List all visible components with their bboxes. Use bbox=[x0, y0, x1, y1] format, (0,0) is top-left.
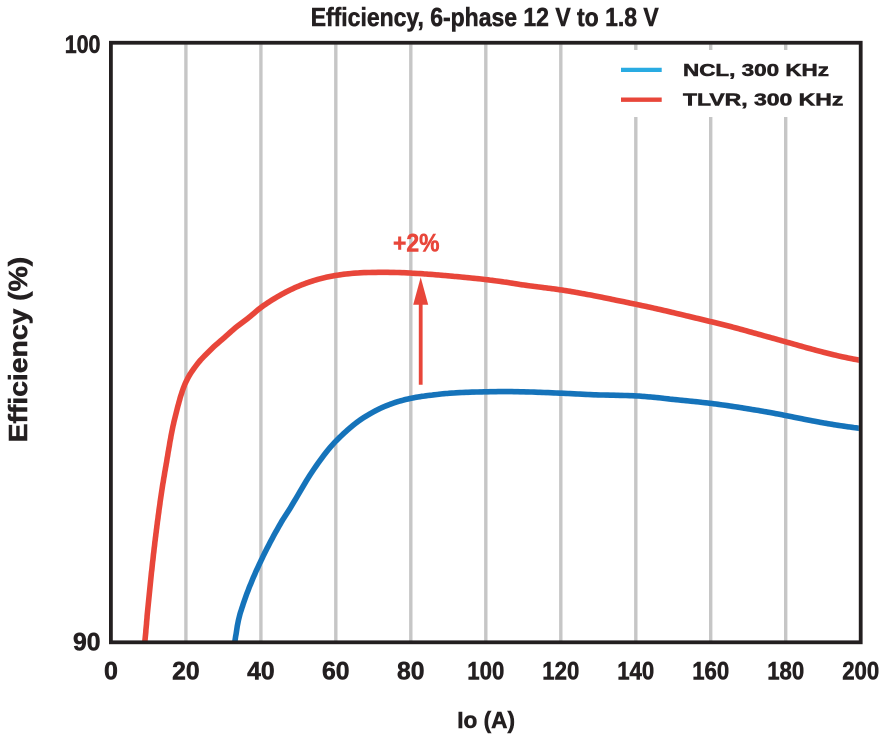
svg-text:200: 200 bbox=[842, 657, 879, 685]
svg-text:90: 90 bbox=[73, 629, 101, 657]
svg-text:Efficiency, 6-phase 12 V to 1.: Efficiency, 6-phase 12 V to 1.8 V bbox=[311, 2, 660, 32]
svg-text:Efficiency (%): Efficiency (%) bbox=[3, 257, 33, 443]
svg-text:120: 120 bbox=[542, 657, 579, 685]
svg-text:180: 180 bbox=[767, 657, 804, 685]
svg-text:40: 40 bbox=[247, 657, 275, 685]
svg-text:100: 100 bbox=[467, 657, 504, 685]
svg-text:60: 60 bbox=[322, 657, 350, 685]
svg-text:TLVR, 300 KHz: TLVR, 300 KHz bbox=[683, 90, 844, 110]
svg-text:0: 0 bbox=[104, 657, 118, 685]
svg-text:140: 140 bbox=[617, 657, 654, 685]
svg-text:80: 80 bbox=[397, 657, 425, 685]
svg-text:NCL, 300 KHz: NCL, 300 KHz bbox=[683, 60, 829, 80]
svg-text:20: 20 bbox=[172, 657, 200, 685]
svg-text:Io (A): Io (A) bbox=[457, 707, 515, 733]
svg-text:160: 160 bbox=[692, 657, 729, 685]
svg-text:+2%: +2% bbox=[393, 229, 440, 257]
svg-text:100: 100 bbox=[65, 31, 101, 59]
